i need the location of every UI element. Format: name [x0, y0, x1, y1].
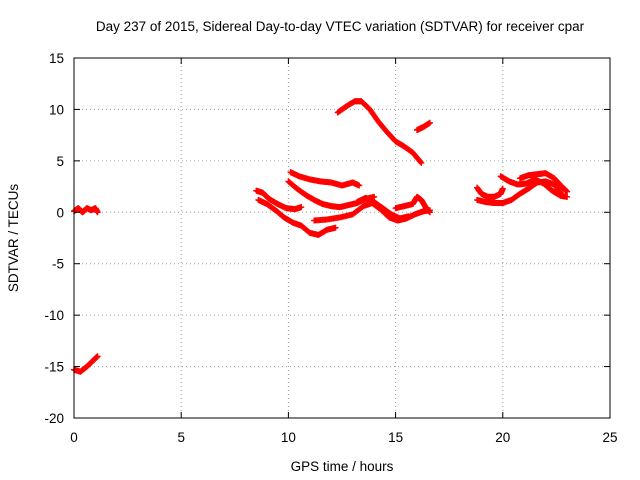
series-seg-f: [287, 169, 363, 189]
y-tick-label: 0: [56, 205, 64, 220]
data-marks: [71, 98, 571, 375]
x-tick-label: 0: [70, 430, 78, 445]
x-axis-label: GPS time / hours: [291, 459, 394, 474]
series-seg-o: [516, 170, 571, 195]
data-point: [405, 213, 412, 220]
series-seg-c: [253, 187, 305, 213]
axis-ticks: 0 5 10 15 20 25 -20 -15 -10 -5 0 5 10 15: [44, 51, 617, 445]
x-tick-label: 15: [388, 430, 403, 445]
y-tick-label: -15: [44, 360, 64, 375]
series-seg-l: [474, 184, 506, 200]
x-tick-label: 20: [495, 430, 510, 445]
data-point: [426, 119, 433, 126]
series-seg-k: [414, 119, 433, 133]
series-seg-h: [354, 194, 412, 222]
x-tick-label: 5: [177, 430, 185, 445]
series-seg-b: [71, 353, 101, 375]
data-point: [418, 159, 425, 166]
data-point: [371, 193, 378, 200]
y-tick-label: -20: [44, 411, 64, 426]
y-tick-label: 15: [49, 51, 64, 66]
data-point: [356, 182, 363, 189]
y-tick-label: -10: [44, 308, 64, 323]
y-tick-label: 5: [56, 154, 64, 169]
y-tick-label: -5: [52, 257, 64, 272]
data-point: [426, 209, 433, 216]
y-tick-label: 10: [49, 102, 64, 117]
chart-title: Day 237 of 2015, Sidereal Day-to-day VTE…: [96, 19, 585, 34]
y-axis-label: SDTVAR / TECUs: [6, 184, 21, 293]
data-point: [298, 204, 305, 211]
plot-frame: [73, 57, 611, 419]
series-seg-d: [255, 196, 339, 238]
x-tick-label: 25: [602, 430, 617, 445]
series-seg-a: [71, 205, 101, 216]
data-point: [564, 193, 571, 200]
data-point: [564, 188, 571, 195]
data-point: [417, 158, 424, 165]
data-point: [332, 224, 339, 231]
series-seg-i: [392, 193, 433, 216]
data-point: [499, 185, 506, 192]
data-point: [94, 353, 101, 360]
data-point: [94, 209, 101, 216]
series-seg-n: [497, 173, 571, 200]
x-tick-label: 10: [281, 430, 296, 445]
series-seg-j: [334, 98, 425, 166]
